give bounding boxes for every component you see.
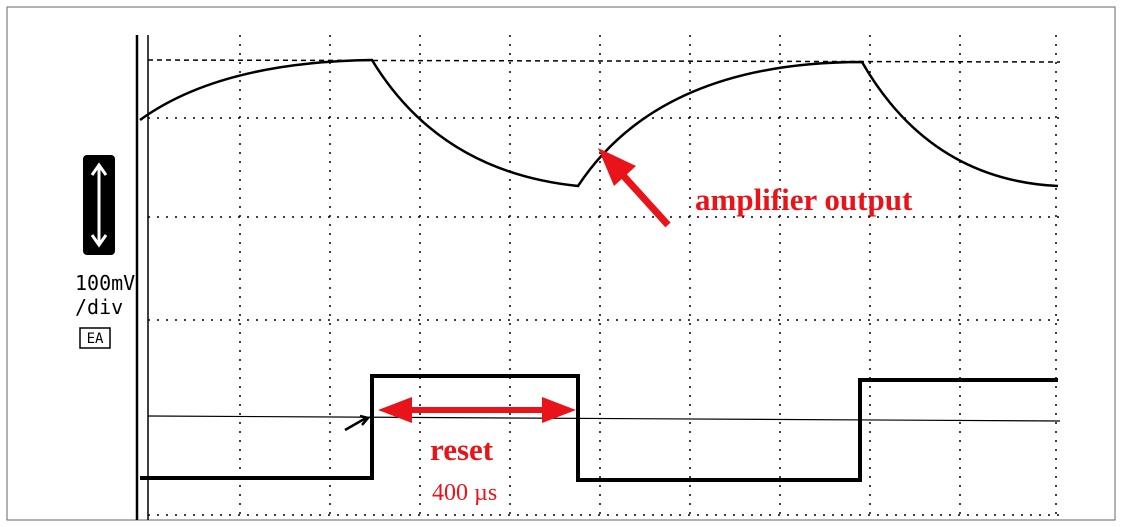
trigger-arrow (344, 414, 371, 432)
channel-icon-arrow (90, 162, 108, 248)
reset-trace (140, 374, 1058, 482)
mode-label: EA (87, 331, 104, 347)
amplifier-trace (139, 58, 1059, 188)
reset-arrowhead (378, 397, 412, 423)
reference-line (147, 59, 1061, 63)
frame (6, 6, 1116, 521)
reset-arrowhead (542, 397, 576, 423)
reset-label: reset (430, 432, 494, 467)
mode-box (79, 327, 111, 349)
scale-indicator: 100mV /div EA (75, 155, 135, 349)
annotations: amplifier output reset 400 µs (378, 148, 913, 506)
duration-label: 400 µs (432, 480, 497, 506)
amplifier-arrowhead (598, 148, 636, 186)
volts-label: 100mV (75, 271, 135, 295)
amplifier-arrow (617, 169, 671, 228)
reference-line (147, 415, 1061, 422)
amplifier-label: amplifier output (695, 182, 913, 217)
per-div-label: /div (75, 295, 123, 319)
